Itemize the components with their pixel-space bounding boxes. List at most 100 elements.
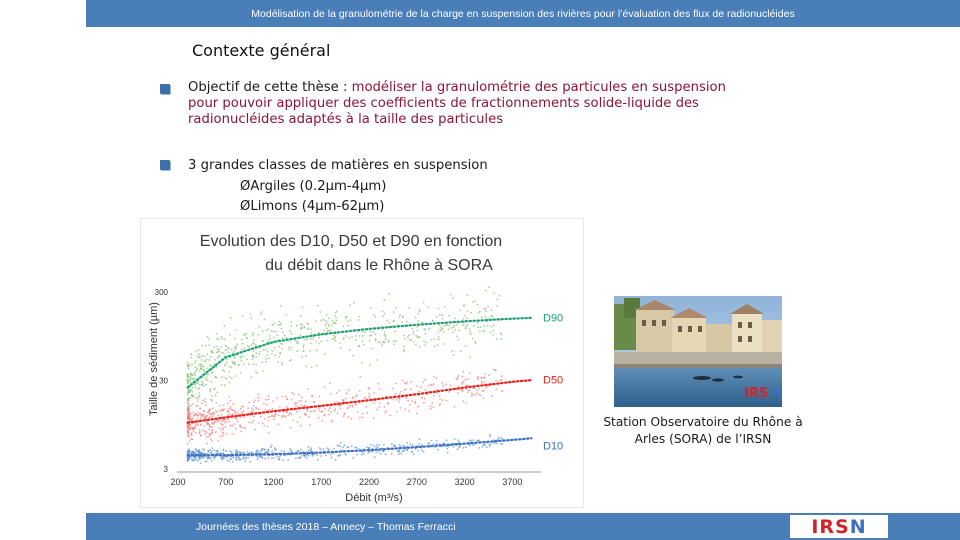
scatter-point: [342, 325, 345, 328]
scatter-point: [346, 407, 349, 410]
scatter-point: [199, 417, 202, 420]
scatter-point: [485, 446, 488, 448]
scatter-point: [200, 434, 202, 437]
scatter-point: [265, 329, 268, 332]
scatter-point: [434, 446, 436, 449]
scatter-point: [435, 439, 438, 442]
scatter-point: [331, 338, 334, 341]
scatter-point: [218, 427, 221, 430]
scatter-point: [398, 453, 400, 456]
scatter-point: [339, 441, 342, 444]
scatter-point: [278, 458, 280, 461]
scatter-point: [336, 444, 339, 447]
scatter-point: [301, 356, 303, 358]
scatter-point: [211, 447, 214, 450]
x-axis-label: Débit (m³/s): [345, 492, 402, 504]
scatter-point: [252, 354, 254, 357]
scatter-point: [463, 380, 465, 383]
scatter-point: [209, 457, 212, 460]
scatter-point: [369, 363, 371, 366]
scatter-point: [363, 453, 365, 455]
scatter-point: [189, 396, 191, 399]
scatter-point: [196, 460, 199, 462]
scatter-point: [252, 401, 255, 403]
scatter-point: [239, 372, 242, 374]
scatter-chart: Evolution des D10, D50 et D90 en fonctio…: [148, 233, 563, 504]
scatter-point: [358, 416, 361, 419]
scatter-point: [400, 390, 402, 393]
scatter-point: [289, 447, 292, 450]
scatter-point: [251, 421, 253, 424]
scatter-point: [246, 358, 248, 361]
scatter-point: [469, 356, 472, 359]
scatter-point: [452, 297, 454, 300]
scatter-point: [208, 456, 211, 458]
scatter-point: [422, 450, 425, 453]
scatter-point: [203, 425, 206, 427]
scatter-point: [417, 405, 420, 408]
scatter-point: [193, 378, 195, 380]
scatter-point: [382, 315, 384, 318]
scatter-point: [235, 428, 237, 430]
scatter-point: [255, 407, 258, 410]
scatter-point: [345, 335, 347, 337]
scatter-point: [430, 339, 432, 341]
scatter-point: [215, 409, 217, 412]
scatter-point: [459, 389, 462, 391]
scatter-point: [315, 340, 317, 343]
scatter-point: [445, 439, 448, 442]
scatter-point: [482, 443, 484, 446]
scatter-point: [489, 433, 492, 436]
scatter-point: [186, 382, 189, 385]
photo-caption-line1: Station Observatoire du Rhône à: [603, 415, 803, 429]
scatter-point: [469, 331, 472, 333]
scatter-point: [236, 343, 239, 346]
scatter-point: [461, 388, 464, 391]
scatter-point: [480, 394, 482, 397]
scatter-point: [267, 419, 270, 422]
scatter-point: [481, 390, 484, 393]
scatter-point: [229, 450, 231, 452]
scatter-point: [235, 449, 237, 452]
scatter-point: [453, 325, 456, 327]
scatter-point: [466, 323, 469, 326]
scatter-point: [239, 451, 242, 453]
scatter-point: [213, 387, 216, 390]
scatter-point: [480, 382, 483, 384]
scatter-point: [342, 415, 345, 418]
scatter-point: [458, 329, 461, 332]
scatter-point: [259, 313, 262, 316]
scatter-point: [257, 333, 260, 336]
scatter-point: [242, 355, 244, 358]
scatter-point: [203, 449, 206, 452]
scatter-point: [330, 393, 332, 395]
scatter-point: [197, 411, 200, 414]
scatter-point: [384, 453, 387, 455]
scatter-point: [195, 369, 197, 372]
scatter-point: [335, 317, 338, 319]
scatter-point: [369, 330, 372, 332]
scatter-point: [269, 415, 271, 418]
scatter-point: [276, 397, 279, 400]
scatter-point: [468, 444, 471, 447]
scatter-point: [452, 354, 455, 356]
scatter-point: [327, 330, 330, 332]
scatter-point: [256, 456, 259, 459]
scatter-point: [285, 405, 288, 408]
scatter-point: [261, 361, 263, 364]
scatter-point: [487, 317, 489, 319]
scatter-point: [478, 447, 481, 449]
scatter-point: [211, 415, 214, 418]
scatter-point: [378, 402, 381, 405]
scatter-point: [492, 329, 495, 332]
x-tick-label: 1700: [311, 477, 331, 487]
scatter-point: [197, 354, 199, 357]
scatter-point: [205, 383, 207, 386]
scatter-point: [234, 349, 237, 352]
scatter-point: [209, 449, 211, 452]
scatter-point: [334, 335, 336, 338]
scatter-point: [239, 452, 242, 455]
x-tick-labels: 200 700 1200 1700 2200 2700 3200 3700: [170, 477, 522, 487]
footer-logo-n: N: [849, 515, 867, 538]
scatter-point: [480, 380, 483, 383]
